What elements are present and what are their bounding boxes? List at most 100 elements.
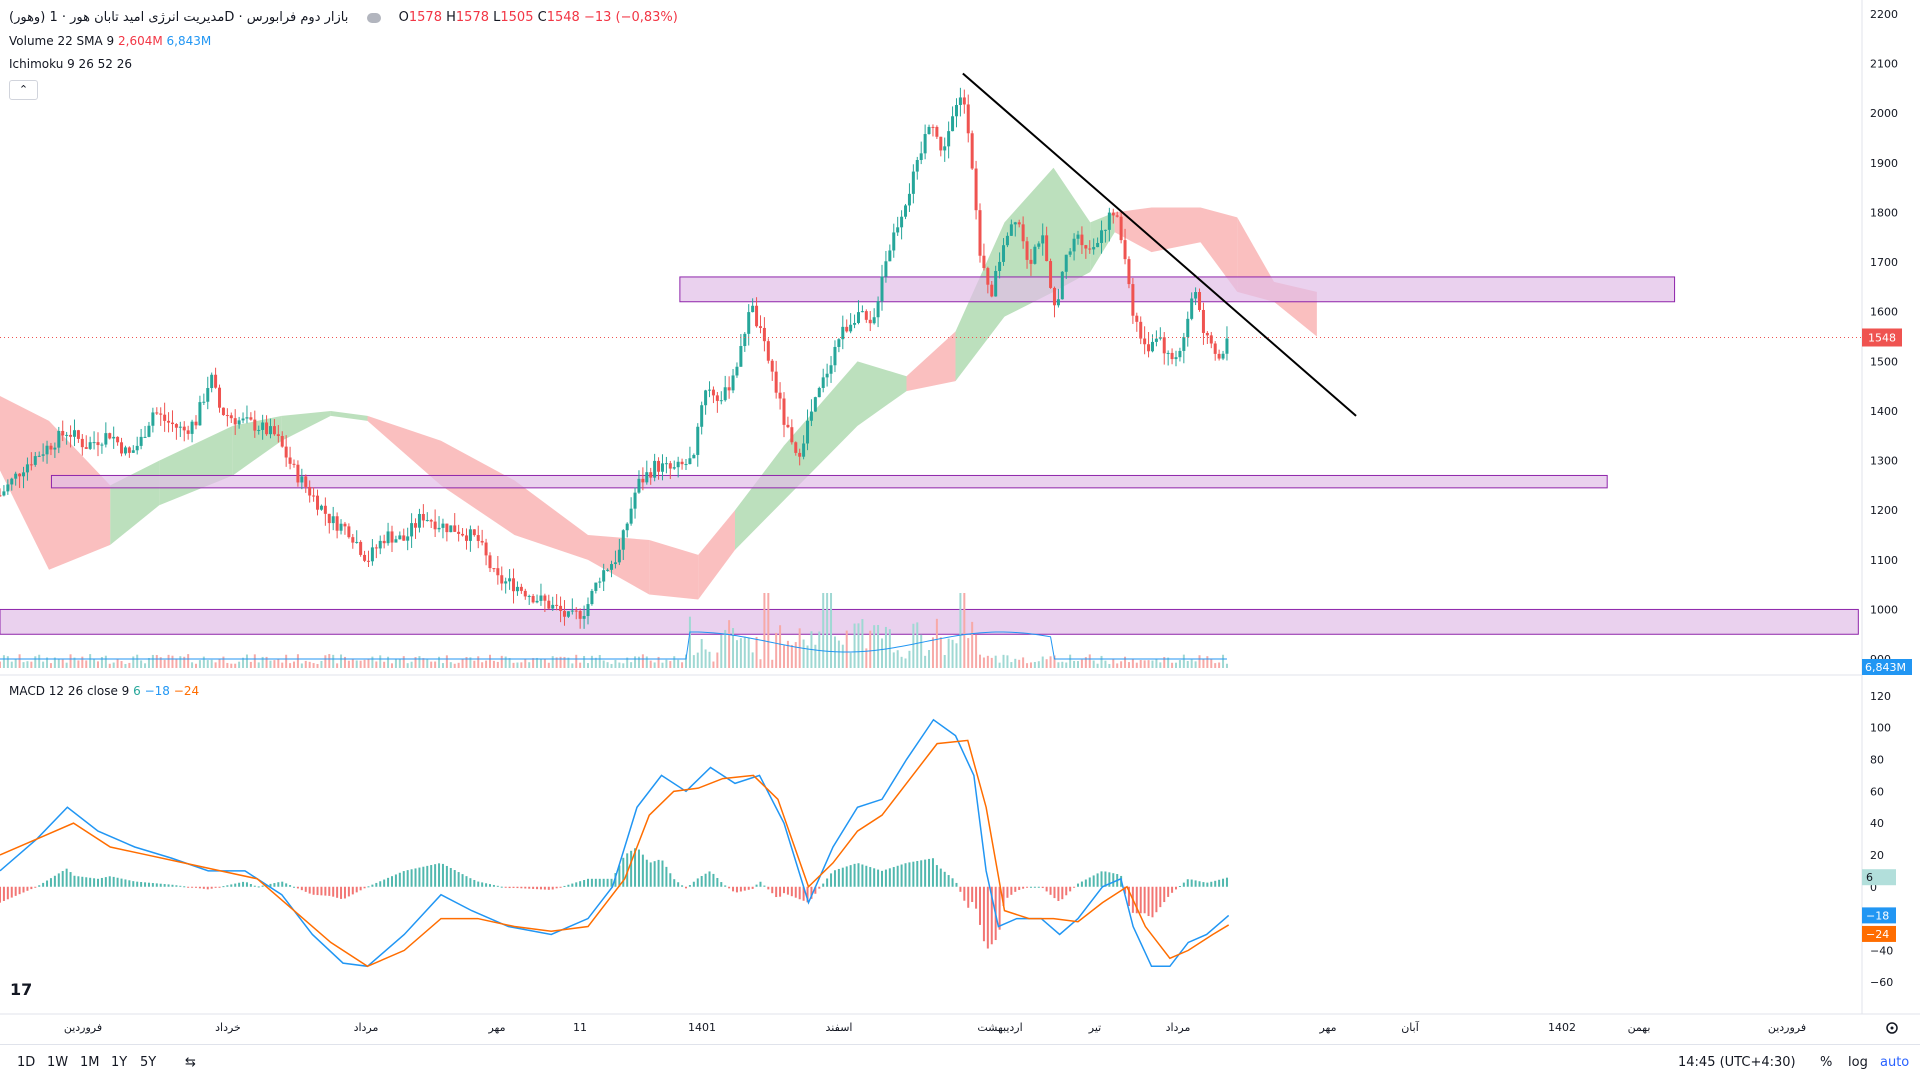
candle-body xyxy=(613,562,617,565)
timeframe-1m-button[interactable]: 1M xyxy=(80,1055,100,1070)
settings-gear-icon[interactable] xyxy=(1886,1022,1898,1034)
volume-bar xyxy=(500,655,503,668)
time-tick-label: مهر xyxy=(1318,1021,1336,1034)
symbol-legend[interactable]: (وهور) مدیریت انرژی امید تابان هور · 1D … xyxy=(9,10,678,25)
volume-bar xyxy=(1171,662,1174,668)
macd-histogram-bar xyxy=(26,886,29,891)
log-toggle[interactable]: log xyxy=(1848,1055,1868,1070)
macd-histogram-bar xyxy=(931,858,934,887)
candle-body xyxy=(386,531,390,544)
chart-canvas[interactable]: 2200 2100 2000 1900 1800 1700 1600 1500 1400 1300… xyxy=(0,0,1920,1044)
macd-histogram-bar xyxy=(347,886,350,897)
macd-histogram-bar xyxy=(449,867,452,887)
macd-histogram-bar xyxy=(900,864,903,887)
candle-body xyxy=(998,261,1002,272)
candle-body xyxy=(751,305,755,313)
macd-histogram-bar xyxy=(77,876,80,887)
volume-bar xyxy=(108,663,111,668)
time-axis[interactable]: فروردین خرداد مرداد مهر 11 1401 اسفند اردیبهشت ت… xyxy=(64,1020,1806,1034)
volume-bar xyxy=(97,661,99,668)
macd-histogram-bar xyxy=(434,864,437,887)
macd-histogram-bar xyxy=(1190,879,1193,887)
macd-histogram-bar xyxy=(371,884,374,887)
macd-histogram-bar xyxy=(332,886,335,897)
macd-histogram-bar xyxy=(908,862,911,887)
macd-legend[interactable]: MACD 12 26 close 9 6 −18 −24 xyxy=(9,684,199,698)
volume-bar xyxy=(477,656,480,668)
macd-histogram-bar xyxy=(739,886,742,892)
time-tick-label: بهمن xyxy=(1628,1021,1651,1034)
candle-body xyxy=(900,216,904,228)
timeframe-1w-button[interactable]: 1W xyxy=(47,1055,69,1070)
macd-histogram-bar xyxy=(912,861,915,887)
volume-bar xyxy=(1131,658,1134,668)
candle-body xyxy=(25,464,29,473)
date-range-icon[interactable]: ⇆ xyxy=(185,1055,196,1070)
trendline[interactable] xyxy=(962,72,1357,417)
macd-histogram-bar xyxy=(881,870,883,887)
time-tick-label: مهر xyxy=(487,1021,505,1034)
volume-bars xyxy=(0,593,1228,668)
volume-bar xyxy=(1175,662,1177,668)
candle-body xyxy=(1162,337,1166,354)
percent-toggle[interactable]: % xyxy=(1820,1055,1833,1070)
volume-bar xyxy=(873,625,876,668)
macd-histogram-bar xyxy=(743,886,746,891)
macd-histogram-bar xyxy=(536,886,539,890)
candle-body xyxy=(1064,254,1068,272)
macd-histogram-bar xyxy=(673,879,676,887)
volume-bar xyxy=(42,661,45,668)
volume-bar xyxy=(183,656,186,668)
candle-body xyxy=(927,126,931,135)
macd-histogram-bar xyxy=(916,860,919,887)
candle-body xyxy=(437,527,441,530)
volume-bar xyxy=(202,656,205,668)
volume-bar xyxy=(363,659,366,668)
candle-body xyxy=(116,436,120,443)
candle-body xyxy=(100,444,104,446)
volume-bar xyxy=(465,657,468,668)
macd-histogram-bar xyxy=(351,886,354,895)
volume-bar xyxy=(1077,661,1079,668)
collapse-legend-button[interactable]: ⌃ xyxy=(9,80,38,100)
macd-histogram-bar xyxy=(391,876,393,887)
macd-histogram-bar xyxy=(1065,886,1068,896)
volume-legend[interactable]: Volume 22 SMA 9 2,604M 6,843M xyxy=(9,34,211,48)
candle-body xyxy=(112,436,116,439)
macd-histogram-bar xyxy=(610,878,613,887)
volume-bar xyxy=(551,656,554,668)
volume-bar xyxy=(994,655,997,668)
candle-body xyxy=(821,377,825,388)
volume-bar xyxy=(920,634,923,668)
volume-bar xyxy=(383,661,386,668)
macd-histogram-bar xyxy=(1084,879,1087,887)
timeframe-1y-button[interactable]: 1Y xyxy=(111,1055,128,1070)
macd-histogram-bar xyxy=(763,885,766,887)
candle-body xyxy=(366,560,370,562)
ichimoku-legend[interactable]: Ichimoku 9 26 52 26 xyxy=(9,57,132,71)
price-axis[interactable]: 2200 2100 2000 1900 1800 1700 1600 1500 1400 1300… xyxy=(1862,8,1912,675)
candle-body xyxy=(798,452,802,457)
candle-body xyxy=(896,227,900,233)
volume-bar xyxy=(508,658,511,668)
tradingview-logo[interactable]: 17 xyxy=(10,980,33,999)
auto-scale-toggle[interactable]: auto xyxy=(1880,1055,1910,1070)
timeframe-5y-button[interactable]: 5Y xyxy=(140,1055,157,1070)
candle-body xyxy=(708,389,712,391)
candle-body xyxy=(355,541,359,543)
volume-bar xyxy=(457,662,460,668)
macd-histogram-bar xyxy=(492,884,495,887)
candle-body xyxy=(892,232,896,251)
macd-histogram-bar xyxy=(1104,871,1107,887)
volume-bar xyxy=(128,662,131,668)
symbol-title[interactable]: (وهور) مدیریت انرژی امید تابان هور · 1D … xyxy=(9,10,349,25)
visibility-eye-icon[interactable] xyxy=(366,12,381,23)
timeframe-1d-button[interactable]: 1D xyxy=(17,1055,36,1070)
macd-histogram-bar xyxy=(853,863,856,887)
volume-bar xyxy=(245,654,248,668)
candle-body xyxy=(684,464,688,466)
clock-timezone[interactable]: 14:45 (UTC+4:30) xyxy=(1678,1055,1796,1070)
volume-bar xyxy=(692,655,695,668)
macd-histogram-bar xyxy=(191,886,194,888)
